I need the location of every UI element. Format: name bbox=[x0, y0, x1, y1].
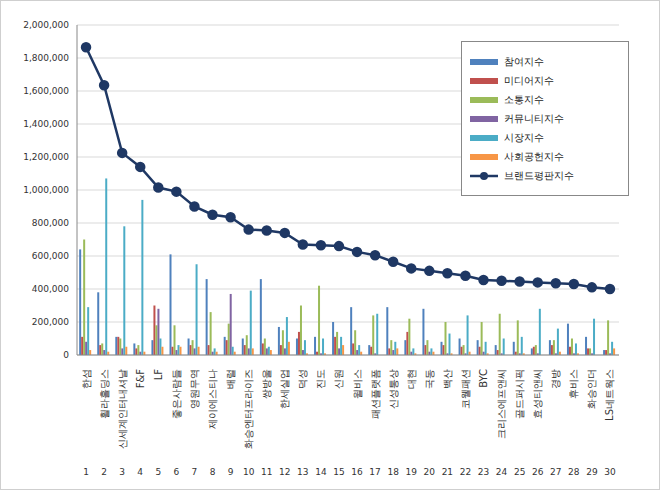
svg-text:1: 1 bbox=[83, 467, 89, 477]
svg-text:2,000,000: 2,000,000 bbox=[23, 20, 69, 30]
svg-text:30: 30 bbox=[604, 467, 616, 477]
svg-text:21: 21 bbox=[442, 467, 453, 477]
svg-text:28: 28 bbox=[568, 467, 580, 477]
svg-text:LS네트웍스: LS네트웍스 bbox=[604, 369, 615, 421]
svg-text:배럴: 배럴 bbox=[225, 369, 236, 389]
svg-text:1,800,000: 1,800,000 bbox=[23, 53, 69, 63]
svg-text:0: 0 bbox=[63, 350, 69, 360]
html-text:소통지수: 소통지수 bbox=[504, 93, 544, 105]
svg-text:5: 5 bbox=[155, 467, 161, 477]
svg-text:1,000,000: 1,000,000 bbox=[23, 185, 69, 195]
svg-text:대현: 대현 bbox=[406, 369, 417, 389]
svg-text:13: 13 bbox=[297, 467, 308, 477]
svg-text:22: 22 bbox=[460, 467, 471, 477]
svg-text:3: 3 bbox=[119, 467, 125, 477]
svg-text:20: 20 bbox=[424, 467, 436, 477]
svg-text:골드퍼시픽: 골드퍼시픽 bbox=[514, 369, 525, 419]
svg-text:400,000: 400,000 bbox=[32, 284, 69, 294]
svg-text:29: 29 bbox=[586, 467, 598, 477]
html-text:미디어지수: 미디어지수 bbox=[504, 74, 554, 86]
svg-text:코웰패션: 코웰패션 bbox=[460, 369, 471, 409]
svg-text:F&F: F&F bbox=[135, 369, 146, 389]
svg-text:한세실업: 한세실업 bbox=[279, 369, 290, 409]
html-text:브랜드평판지수: 브랜드평판지수 bbox=[504, 169, 574, 181]
svg-text:화승인더: 화승인더 bbox=[586, 369, 597, 409]
svg-text:1,400,000: 1,400,000 bbox=[23, 119, 69, 129]
svg-text:휠라홀딩스: 휠라홀딩스 bbox=[99, 369, 110, 419]
html-text:시장지수: 시장지수 bbox=[504, 131, 544, 143]
svg-text:1,600,000: 1,600,000 bbox=[23, 86, 69, 96]
svg-text:18: 18 bbox=[387, 467, 399, 477]
svg-text:26: 26 bbox=[532, 467, 544, 477]
svg-text:14: 14 bbox=[315, 467, 327, 477]
svg-text:2: 2 bbox=[101, 467, 107, 477]
svg-text:10: 10 bbox=[243, 467, 255, 477]
svg-text:15: 15 bbox=[333, 467, 344, 477]
html-text:참여지수: 참여지수 bbox=[504, 55, 544, 67]
svg-text:1,200,000: 1,200,000 bbox=[23, 152, 69, 162]
svg-text:23: 23 bbox=[478, 467, 489, 477]
html-text:커뮤니티지수: 커뮤니티지수 bbox=[504, 112, 564, 124]
svg-text:27: 27 bbox=[550, 467, 561, 477]
svg-text:17: 17 bbox=[369, 467, 380, 477]
svg-text:11: 11 bbox=[261, 467, 272, 477]
svg-text:패션플랫폼: 패션플랫폼 bbox=[370, 369, 381, 419]
svg-text:LF: LF bbox=[153, 369, 164, 381]
svg-text:휴비스: 휴비스 bbox=[568, 369, 579, 399]
svg-text:600,000: 600,000 bbox=[32, 251, 69, 261]
svg-text:9: 9 bbox=[228, 467, 234, 477]
svg-text:8: 8 bbox=[210, 467, 216, 477]
svg-text:좋은사람들: 좋은사람들 bbox=[171, 369, 182, 419]
svg-text:신세계인터내셔날: 신세계인터내셔날 bbox=[117, 369, 128, 449]
svg-text:신성통상: 신성통상 bbox=[388, 369, 399, 409]
svg-text:25: 25 bbox=[514, 467, 525, 477]
svg-text:영원무역: 영원무역 bbox=[189, 369, 200, 409]
svg-text:화승엔터프라이즈: 화승엔터프라이즈 bbox=[243, 369, 254, 449]
svg-text:6: 6 bbox=[173, 467, 179, 477]
svg-text:덕성: 덕성 bbox=[297, 369, 308, 389]
svg-text:800,000: 800,000 bbox=[32, 218, 69, 228]
svg-text:쌍방울: 쌍방울 bbox=[261, 369, 272, 399]
svg-text:국동: 국동 bbox=[424, 369, 435, 389]
svg-text:크리스에프앤씨: 크리스에프앤씨 bbox=[496, 369, 507, 439]
svg-text:200,000: 200,000 bbox=[32, 317, 69, 327]
svg-text:제이에스티나: 제이에스티나 bbox=[207, 369, 218, 429]
svg-text:4: 4 bbox=[137, 467, 143, 477]
svg-text:진도: 진도 bbox=[315, 369, 326, 389]
svg-text:한섬: 한섬 bbox=[81, 369, 92, 389]
svg-text:7: 7 bbox=[192, 467, 198, 477]
svg-text:경방: 경방 bbox=[550, 369, 561, 389]
svg-text:24: 24 bbox=[496, 467, 508, 477]
svg-text:BYC: BYC bbox=[478, 369, 489, 388]
svg-text:16: 16 bbox=[351, 467, 363, 477]
svg-text:백산: 백산 bbox=[442, 369, 453, 389]
svg-text:윌비스: 윌비스 bbox=[352, 369, 363, 399]
svg-text:12: 12 bbox=[279, 467, 290, 477]
svg-text:효성티앤씨: 효성티앤씨 bbox=[532, 369, 543, 419]
svg-text:19: 19 bbox=[406, 467, 418, 477]
svg-text:신원: 신원 bbox=[333, 369, 344, 389]
html-text:사회공헌지수: 사회공헌지수 bbox=[504, 150, 564, 162]
